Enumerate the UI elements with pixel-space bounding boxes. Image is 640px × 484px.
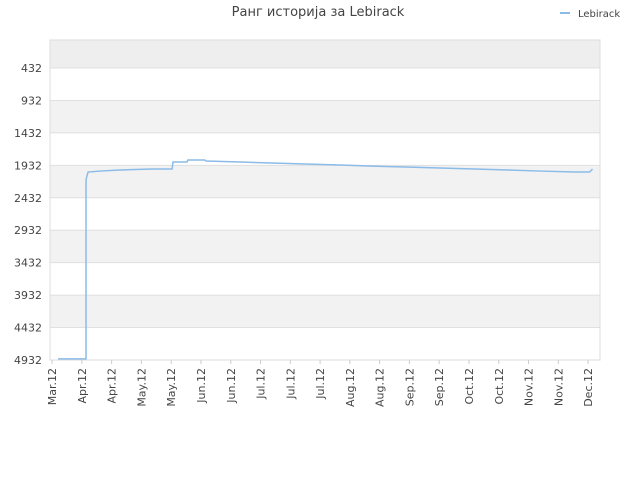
x-tick-label: Jul.12 [284, 368, 297, 400]
line [58, 159, 594, 360]
x-tick-label: Oct.12 [463, 368, 476, 405]
x-tick-label: Sep.12 [403, 368, 416, 406]
x-tick-label: Nov.12 [523, 368, 536, 406]
x-tick-label: Apr.12 [76, 368, 89, 404]
x-tick-label: Aug.12 [344, 368, 357, 407]
y-tick-label: 4932 [14, 354, 42, 367]
grid-band [50, 295, 600, 328]
y-tick-label: 3932 [14, 289, 42, 302]
x-tick-label: Jul.12 [255, 368, 268, 400]
x-tick-label: Jul.12 [314, 368, 327, 400]
y-tick-label: 2432 [14, 192, 42, 205]
grid-band [50, 100, 600, 133]
x-tick-label: Oct.12 [493, 368, 506, 405]
x-tick-label: Aug.12 [374, 368, 387, 407]
y-tick-label: 3432 [14, 257, 42, 270]
y-tick-label: 2932 [14, 224, 42, 237]
x-tick-label: May.12 [165, 368, 178, 407]
x-tick-label: Jun.12 [225, 368, 238, 404]
x-tick-label: Nov.12 [552, 368, 565, 406]
chart-title: Ранг историја за Lebirack [232, 5, 405, 20]
legend-label: Lebirack [578, 9, 620, 20]
grid-band [50, 230, 600, 263]
y-tick-label: 1432 [14, 127, 42, 140]
y-tick-label: 432 [21, 62, 42, 75]
x-tick-label: Sep.12 [433, 368, 446, 406]
plot-border [49, 39, 601, 361]
y-tick-label: 932 [21, 94, 42, 107]
x-tick-label: May.12 [135, 368, 148, 407]
grid-band [50, 40, 600, 69]
y-tick-label: 4432 [14, 322, 42, 335]
x-tick-label: Mar.12 [46, 368, 59, 405]
x-tick-label: Apr.12 [106, 368, 119, 404]
x-tick-label: Dec.12 [582, 368, 595, 407]
x-tick-label: Jun.12 [195, 368, 208, 404]
y-tick-label: 1932 [14, 159, 42, 172]
